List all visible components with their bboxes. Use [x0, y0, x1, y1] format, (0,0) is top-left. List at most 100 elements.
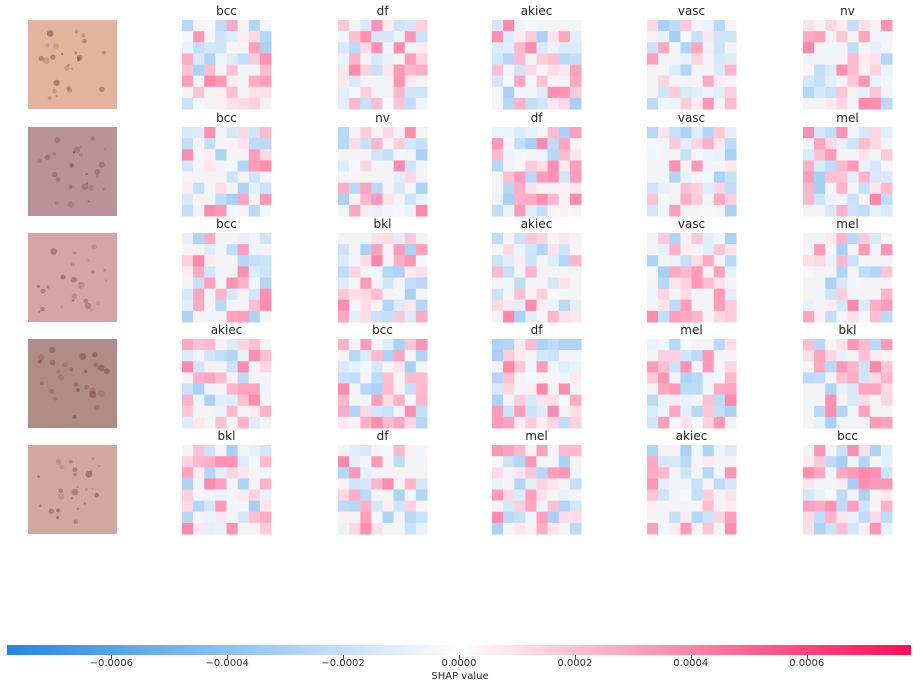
- shap-cell: [569, 42, 582, 54]
- shap-cell: [525, 127, 537, 139]
- shap-cell: [514, 339, 526, 351]
- shap-cell: [248, 244, 261, 256]
- shap-cell: [182, 310, 194, 323]
- shap-cell: [404, 456, 417, 468]
- shap-cell: [825, 53, 837, 65]
- shap-cell: [713, 75, 726, 88]
- shap-cell: [724, 511, 737, 524]
- panel-title: bcc: [837, 429, 858, 443]
- shap-cell: [382, 350, 395, 362]
- shap-cell: [338, 350, 350, 362]
- shap-cell: [404, 204, 417, 217]
- shap-cell: [558, 310, 571, 323]
- shap-cell: [415, 361, 428, 373]
- shap-cell: [382, 478, 395, 490]
- shap-cell: [858, 405, 871, 418]
- shap-cell: [814, 478, 826, 490]
- shap-cell: [680, 277, 692, 290]
- shap-cell: [847, 416, 860, 429]
- shap-cell: [415, 204, 428, 217]
- panel-title: bkl: [217, 429, 236, 443]
- shap-cell: [237, 489, 250, 502]
- shap-cell: [349, 193, 361, 206]
- shap-cell: [558, 522, 571, 535]
- shap-cell: [658, 478, 670, 490]
- shap-cell: [259, 204, 272, 217]
- shap-cell: [525, 416, 537, 429]
- shap-cell: [215, 361, 227, 373]
- shap-cell: [647, 53, 659, 65]
- shap-cell: [525, 445, 537, 457]
- shap-cell: [803, 255, 815, 267]
- shap-cell: [814, 86, 826, 99]
- shap-cell: [182, 20, 194, 32]
- shap-cell: [492, 233, 504, 245]
- shap-cell: [415, 467, 428, 479]
- shap-cell: [814, 299, 826, 312]
- shap-cell: [702, 361, 715, 373]
- shap-cell: [404, 299, 417, 312]
- shap-cell: [349, 182, 361, 195]
- shap-cell: [691, 339, 704, 351]
- shap-cell: [193, 42, 205, 54]
- shap-cell: [880, 53, 893, 65]
- shap-cell: [647, 266, 659, 278]
- shap-cell: [237, 64, 250, 77]
- shap-cell: [349, 511, 361, 524]
- shap-cell: [569, 75, 582, 88]
- shap-cell: [248, 149, 261, 161]
- shap-cell: [338, 266, 350, 278]
- shap-cell: [880, 500, 893, 513]
- shap-heatmap-mel: [492, 445, 582, 535]
- shap-cell: [492, 511, 504, 524]
- shap-cell: [858, 86, 871, 99]
- shap-cell: [492, 456, 504, 468]
- shap-cell: [226, 20, 239, 32]
- shap-cell: [204, 339, 216, 351]
- shap-cell: [858, 350, 871, 362]
- shap-cell: [825, 193, 837, 206]
- shap-cell: [680, 394, 692, 407]
- shap-cell: [215, 97, 227, 110]
- shap-cell: [215, 339, 227, 351]
- shap-cell: [647, 171, 659, 184]
- shap-cell: [713, 244, 726, 256]
- shap-cell: [814, 127, 826, 139]
- shap-cell: [360, 31, 372, 43]
- shap-cell: [713, 266, 726, 278]
- shap-cell: [237, 204, 250, 217]
- shap-cell: [492, 489, 504, 502]
- shap-cell: [259, 277, 272, 290]
- shap-cell: [836, 42, 848, 54]
- shap-cell: [836, 372, 848, 384]
- shap-cell: [858, 204, 871, 217]
- shap-cell: [193, 149, 205, 161]
- shap-cell: [525, 244, 537, 256]
- shap-cell: [182, 138, 194, 150]
- shap-cell: [371, 405, 383, 418]
- shap-cell: [237, 372, 250, 384]
- shap-cell: [691, 204, 704, 217]
- shap-cell: [371, 244, 383, 256]
- shap-cell: [869, 182, 882, 195]
- shap-cell: [724, 64, 737, 77]
- shap-cell: [569, 160, 582, 172]
- shap-cell: [680, 31, 692, 43]
- shap-cell: [404, 53, 417, 65]
- shap-cell: [558, 478, 571, 490]
- shap-cell: [259, 361, 272, 373]
- panel-title: mel: [525, 429, 548, 443]
- shap-cell: [880, 149, 893, 161]
- shap-cell: [724, 266, 737, 278]
- shap-cell: [869, 42, 882, 54]
- shap-cell: [492, 445, 504, 457]
- shap-cell: [404, 522, 417, 535]
- shap-cell: [558, 467, 571, 479]
- shap-cell: [226, 75, 239, 88]
- panel-title: nv: [840, 4, 855, 18]
- shap-cell: [536, 204, 549, 217]
- shap-cell: [658, 511, 670, 524]
- shap-cell: [803, 522, 815, 535]
- shap-cell: [658, 20, 670, 32]
- shap-cell: [814, 64, 826, 77]
